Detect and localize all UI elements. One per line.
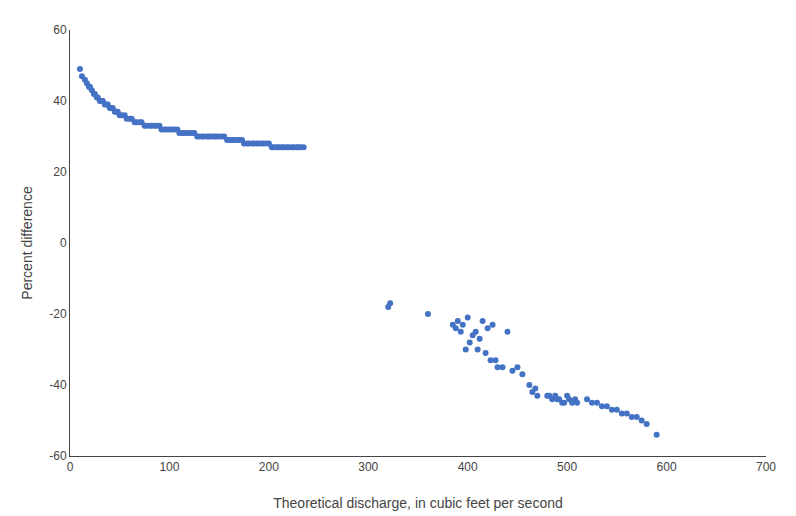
svg-text:400: 400 xyxy=(458,460,478,474)
svg-text:500: 500 xyxy=(557,460,577,474)
svg-text:300: 300 xyxy=(358,460,378,474)
svg-text:600: 600 xyxy=(657,460,677,474)
svg-text:40: 40 xyxy=(53,94,67,108)
svg-text:20: 20 xyxy=(53,165,67,179)
svg-text:Percent difference: Percent difference xyxy=(19,186,35,300)
svg-text:700: 700 xyxy=(756,460,776,474)
svg-text:100: 100 xyxy=(159,460,179,474)
svg-text:60: 60 xyxy=(53,23,67,37)
svg-text:-60: -60 xyxy=(49,449,67,463)
svg-text:-20: -20 xyxy=(49,307,67,321)
svg-text:-40: -40 xyxy=(49,378,67,392)
svg-text:200: 200 xyxy=(259,460,279,474)
svg-text:0: 0 xyxy=(60,236,67,250)
svg-text:0: 0 xyxy=(67,460,74,474)
svg-text:Theoretical discharge, in cubi: Theoretical discharge, in cubic feet per… xyxy=(273,495,563,511)
